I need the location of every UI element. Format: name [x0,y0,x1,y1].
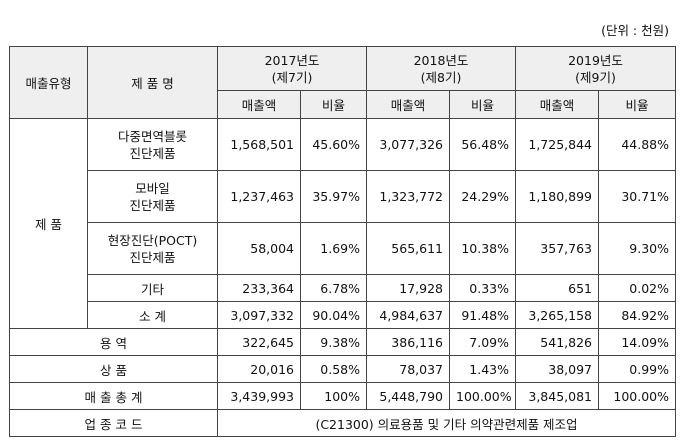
product-name-line2: 진단제품 [129,197,176,213]
header-sales: 매출액 [366,90,450,119]
header-year-2019: 2019년도 (제9기) [515,46,676,91]
cell-sales-2018: 1,323,772 [366,170,450,223]
subtotal-label: 소 계 [87,301,218,329]
header-period-label: (제8기) [420,69,462,85]
cell-ratio-2018: 0.33% [449,274,516,302]
table-row: 용 역 322,645 9.38% 386,116 7.09% 541,826 … [9,328,676,356]
cell-ratio-2018: 56.48% [449,118,516,171]
cell-sales-2019: 357,763 [515,222,599,275]
cell-sales-2019: 38,097 [515,355,599,383]
cell-ratio-2017: 45.60% [300,118,367,171]
industry-value: (C21300) 의료용품 및 기타 의약관련제품 제조업 [217,409,676,437]
cell-sales-2017: 1,568,501 [217,118,301,171]
cell-ratio-2017: 9.38% [300,328,367,356]
product-name-line2: 진단제품 [129,249,176,265]
header-year-label: 2019년도 [568,52,623,68]
product-name-line2: 진단제품 [129,145,176,161]
cell-sales-2019: 541,826 [515,328,599,356]
industry-row: 업 종 코 드 (C21300) 의료용품 및 기타 의약관련제품 제조업 [9,409,676,437]
header-year-2017: 2017년도 (제7기) [217,46,367,91]
product-name: 현장진단(POCT) 진단제품 [87,222,218,275]
header-ratio: 비율 [300,90,367,119]
product-name: 기타 [87,274,218,302]
cell-ratio-2019: 14.09% [598,328,676,356]
unit-note: (단위 : 천원) [601,23,669,38]
cell-sales-2017: 322,645 [217,328,301,356]
cell-ratio-2018: 7.09% [449,328,516,356]
cell-sales-2017: 3,097,332 [217,301,301,329]
cell-sales-2019: 651 [515,274,599,302]
cell-sales-2017: 233,364 [217,274,301,302]
cell-sales-2018: 3,077,326 [366,118,450,171]
cell-ratio-2019: 100.00% [598,382,676,410]
cell-ratio-2019: 9.30% [598,222,676,275]
product-name-line1: 모바일 [135,180,170,196]
industry-label: 업 종 코 드 [9,409,218,437]
product-name-line1: 다중면역블롯 [117,128,187,144]
header-year-label: 2017년도 [264,52,320,68]
table-row: 제 품 다중면역블롯 진단제품 1,568,501 45.60% 3,077,3… [9,118,676,329]
cell-sales-2018: 17,928 [366,274,450,302]
header-period-label: (제9기) [575,69,616,85]
product-name-line1: 현장진단(POCT) [107,232,198,248]
table-row: 모바일 진단제품 1,237,463 35.97% 1,323,772 24.2… [10,170,676,223]
row-label-services: 용 역 [9,328,218,356]
table-row: 상 품 20,016 0.58% 78,037 1.43% 38,097 0.9… [9,355,676,383]
header-sales: 매출액 [217,90,301,119]
cell-ratio-2017: 90.04% [300,301,367,329]
header-product-name: 제 품 명 [87,46,218,119]
row-label-goods: 상 품 [9,355,218,383]
cell-sales-2019: 1,725,844 [515,118,599,171]
product-group-label: 제 품 [9,118,88,329]
cell-ratio-2019: 44.88% [598,118,676,171]
cell-sales-2017: 1,237,463 [217,170,301,223]
header-ratio: 비율 [449,90,516,119]
table-row: 기타 233,364 6.78% 17,928 0.33% 651 0.02% [10,274,676,302]
product-name: 모바일 진단제품 [87,170,218,223]
cell-sales-2018: 78,037 [366,355,450,383]
header-year-2018: 2018년도 (제8기) [366,46,516,91]
cell-sales-2017: 58,004 [217,222,301,275]
cell-ratio-2019: 0.99% [598,355,676,383]
cell-sales-2019: 3,265,158 [515,301,599,329]
cell-ratio-2017: 35.97% [300,170,367,223]
cell-ratio-2019: 84.92% [598,301,676,329]
cell-sales-2018: 565,611 [366,222,450,275]
cell-ratio-2017: 1.69% [300,222,367,275]
cell-sales-2019: 3,845,081 [515,382,599,410]
cell-ratio-2018: 91.48% [449,301,516,329]
header-sales-type: 매출유형 [9,46,88,119]
cell-ratio-2018: 24.29% [449,170,516,223]
sales-table: 매출유형 제 품 명 2017년도 (제7기) 2018년도 (제8기) 201… [9,46,676,437]
header-period-label: (제7기) [271,69,313,85]
cell-sales-2018: 4,984,637 [366,301,450,329]
cell-sales-2018: 386,116 [366,328,450,356]
header-row: 매출유형 제 품 명 2017년도 (제7기) 2018년도 (제8기) 201… [9,46,676,119]
cell-sales-2018: 5,448,790 [366,382,450,410]
total-row: 매 출 총 계 3,439,993 100% 5,448,790 100.00%… [9,382,676,410]
cell-ratio-2019: 30.71% [598,170,676,223]
cell-ratio-2017: 6.78% [300,274,367,302]
header-ratio: 비율 [598,90,676,119]
cell-ratio-2019: 0.02% [598,274,676,302]
cell-ratio-2018: 100.00% [449,382,516,410]
table-row: 현장진단(POCT) 진단제품 58,004 1.69% 565,611 10.… [10,222,676,275]
row-label-total: 매 출 총 계 [9,382,218,410]
header-year-label: 2018년도 [413,52,469,68]
cell-sales-2017: 3,439,993 [217,382,301,410]
cell-ratio-2017: 0.58% [300,355,367,383]
cell-ratio-2017: 100% [300,382,367,410]
product-name: 다중면역블롯 진단제품 [87,118,218,171]
subtotal-row: 소 계 3,097,332 90.04% 4,984,637 91.48% 3,… [10,301,676,329]
cell-sales-2019: 1,180,899 [515,170,599,223]
header-sales: 매출액 [515,90,599,119]
cell-ratio-2018: 1.43% [449,355,516,383]
subheader-row: 매출액 비율 매출액 비율 매출액 비율 [10,90,676,119]
cell-ratio-2018: 10.38% [449,222,516,275]
cell-sales-2017: 20,016 [217,355,301,383]
